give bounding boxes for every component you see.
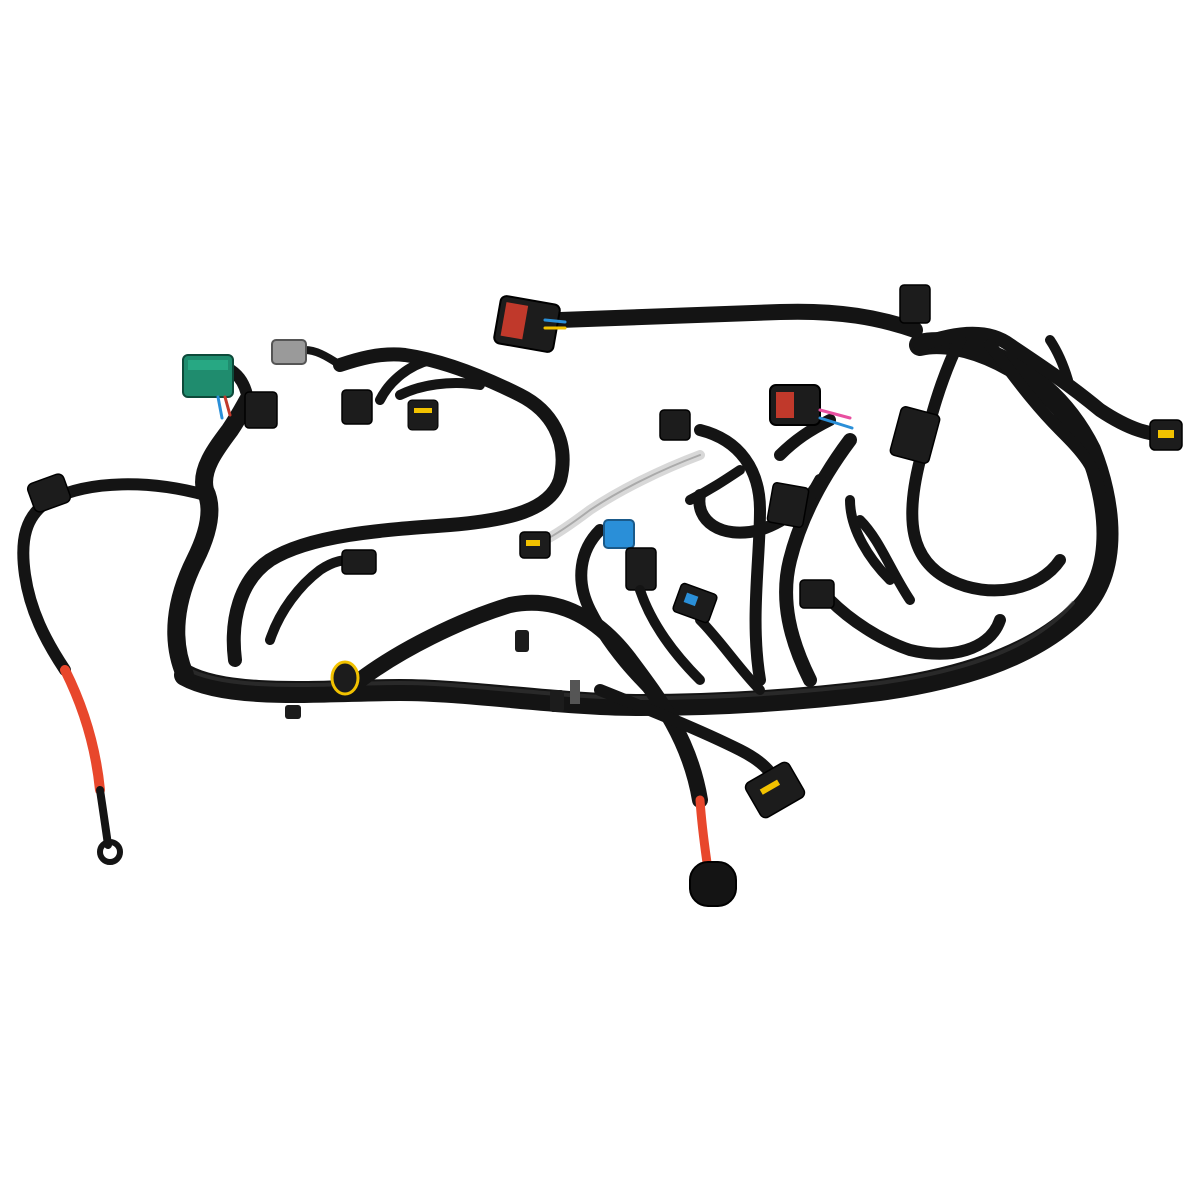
red-face (776, 392, 794, 418)
silver-wire-clip (526, 540, 540, 546)
clip-tab-3 (285, 705, 301, 719)
mid-connector-icon (766, 482, 810, 528)
lower-branch (352, 594, 806, 907)
inner-connector-icon (799, 579, 835, 609)
bottom-right-clip (759, 779, 781, 795)
clip-tab-2 (550, 690, 564, 712)
grey-connector-group (271, 339, 439, 431)
angled-connector-tab (683, 592, 699, 607)
left-terminal-connector-icon (26, 473, 72, 513)
bottom-right-connector-icon (744, 761, 806, 819)
left-mid-connector-icon (341, 549, 377, 575)
yellow-grommet-icon (330, 660, 360, 696)
blue-connector-icon (603, 519, 635, 549)
yellow-seal-connector-icon (407, 399, 439, 431)
yellow-seal (414, 408, 432, 413)
right-end-clip (1158, 430, 1174, 438)
top-branch (493, 284, 931, 353)
black-connector-icon (244, 391, 278, 429)
grey-connector-icon (271, 339, 307, 365)
upright-connector-icon (899, 284, 931, 324)
small-top-connector-icon (659, 409, 691, 441)
round-boot-connector-icon (689, 861, 737, 907)
small-connector-icon (341, 389, 373, 425)
right-loops (906, 326, 1183, 597)
green-connector-group (182, 354, 278, 429)
green-connector-ridge (188, 360, 228, 370)
battery-cable (17, 473, 211, 865)
tie-wrap (570, 680, 580, 704)
side-connectors (265, 549, 580, 719)
clip-tab (515, 630, 529, 652)
block-connector-icon (889, 406, 941, 464)
blue-branch-connector-icon (625, 547, 657, 591)
middle-branches (519, 384, 1006, 706)
ring-terminal-icon (97, 839, 123, 865)
red-pin-face (500, 302, 529, 340)
